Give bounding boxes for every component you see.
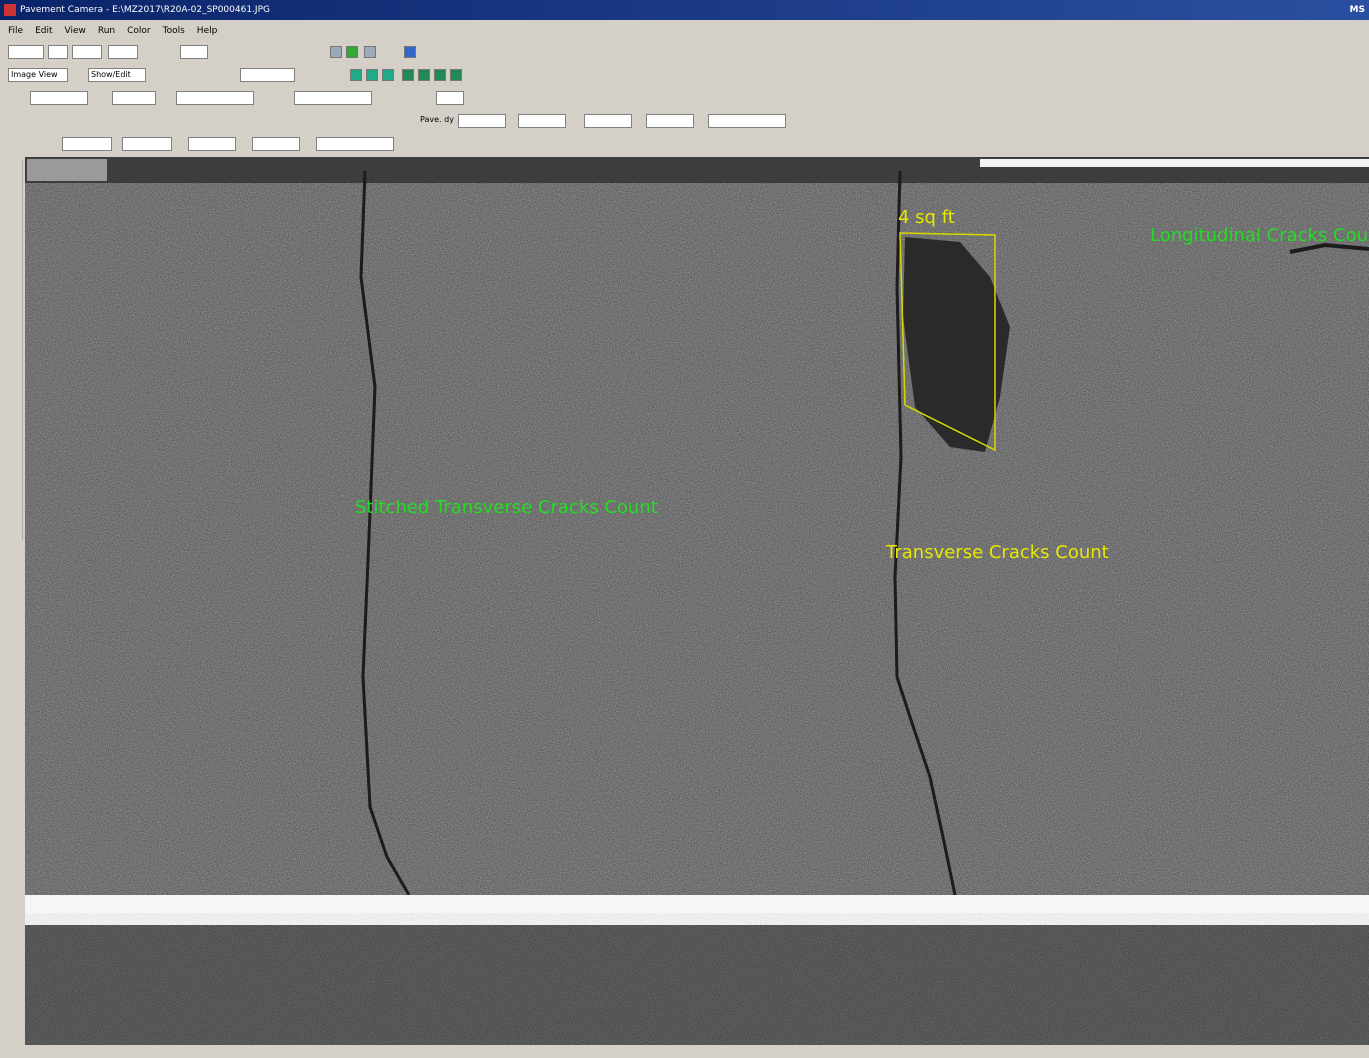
input[interactable]: [72, 45, 102, 59]
tool-button[interactable]: [330, 46, 342, 58]
annotation-label: Stitched Transverse Cracks Count: [355, 497, 658, 518]
annotation-label: Longitudinal Cracks Count: [1150, 225, 1369, 246]
input[interactable]: [108, 45, 138, 59]
menu-item[interactable]: Tools: [163, 26, 185, 36]
tool-button[interactable]: [404, 46, 416, 58]
shoulder-texture: [25, 925, 1369, 1045]
input[interactable]: [252, 137, 300, 151]
zoom-button[interactable]: [402, 69, 414, 81]
tool-button[interactable]: [382, 69, 394, 81]
app-icon: [4, 4, 16, 16]
input[interactable]: [646, 114, 694, 128]
input[interactable]: [316, 137, 394, 151]
zoom-button[interactable]: [418, 69, 430, 81]
tool-button[interactable]: [350, 69, 362, 81]
input[interactable]: [8, 45, 44, 59]
top-stripe: [980, 159, 1369, 167]
input[interactable]: [294, 91, 372, 105]
menu-item[interactable]: File: [8, 26, 23, 36]
left-toolbar: [6, 160, 23, 540]
menu-item[interactable]: Color: [127, 26, 151, 36]
input[interactable]: [112, 91, 156, 105]
screen: Pavement Camera - E:\MZ2017\R20A-02_SP00…: [0, 0, 1369, 1058]
page: Pavement Camera {"window": {"title": "Pa…: [0, 0, 1369, 1058]
input[interactable]: [180, 45, 208, 59]
tool-button[interactable]: [364, 46, 376, 58]
input[interactable]: [48, 45, 68, 59]
menu-item[interactable]: Help: [197, 26, 218, 36]
input[interactable]: [708, 114, 786, 128]
input[interactable]: [436, 91, 464, 105]
input[interactable]: [584, 114, 632, 128]
view-select[interactable]: Image View: [8, 68, 68, 82]
select[interactable]: [240, 68, 295, 82]
menu-item[interactable]: View: [65, 26, 86, 36]
tool-button[interactable]: [366, 69, 378, 81]
window-title: Pavement Camera - E:\MZ2017\R20A-02_SP00…: [20, 5, 270, 15]
menu-bar: File Edit View Run Color Tools Help: [0, 21, 1369, 41]
input[interactable]: [62, 137, 112, 151]
zoom-button[interactable]: [450, 69, 462, 81]
input[interactable]: [30, 91, 88, 105]
annotation-label: Transverse Cracks Count: [885, 542, 1109, 563]
input[interactable]: [176, 91, 254, 105]
title-bar: Pavement Camera - E:\MZ2017\R20A-02_SP00…: [0, 0, 1369, 20]
pave-label: Pave. dy: [420, 113, 454, 127]
input[interactable]: [188, 137, 236, 151]
menu-item[interactable]: Edit: [35, 26, 52, 36]
area-label: 4 sq ft: [898, 207, 955, 228]
input[interactable]: [458, 114, 506, 128]
mode-select[interactable]: Show/Edit: [88, 68, 146, 82]
zoom-button[interactable]: [434, 69, 446, 81]
lane-stripe: [25, 895, 1369, 925]
corner-patch: [27, 159, 107, 181]
pavement-image: 4 sq ft Longitudinal Cracks Count Stitch…: [25, 157, 1369, 1045]
menu-item[interactable]: Run: [98, 26, 115, 36]
tool-button[interactable]: [346, 46, 358, 58]
input[interactable]: [122, 137, 172, 151]
input[interactable]: [518, 114, 566, 128]
corner-label: MS: [1350, 0, 1365, 20]
